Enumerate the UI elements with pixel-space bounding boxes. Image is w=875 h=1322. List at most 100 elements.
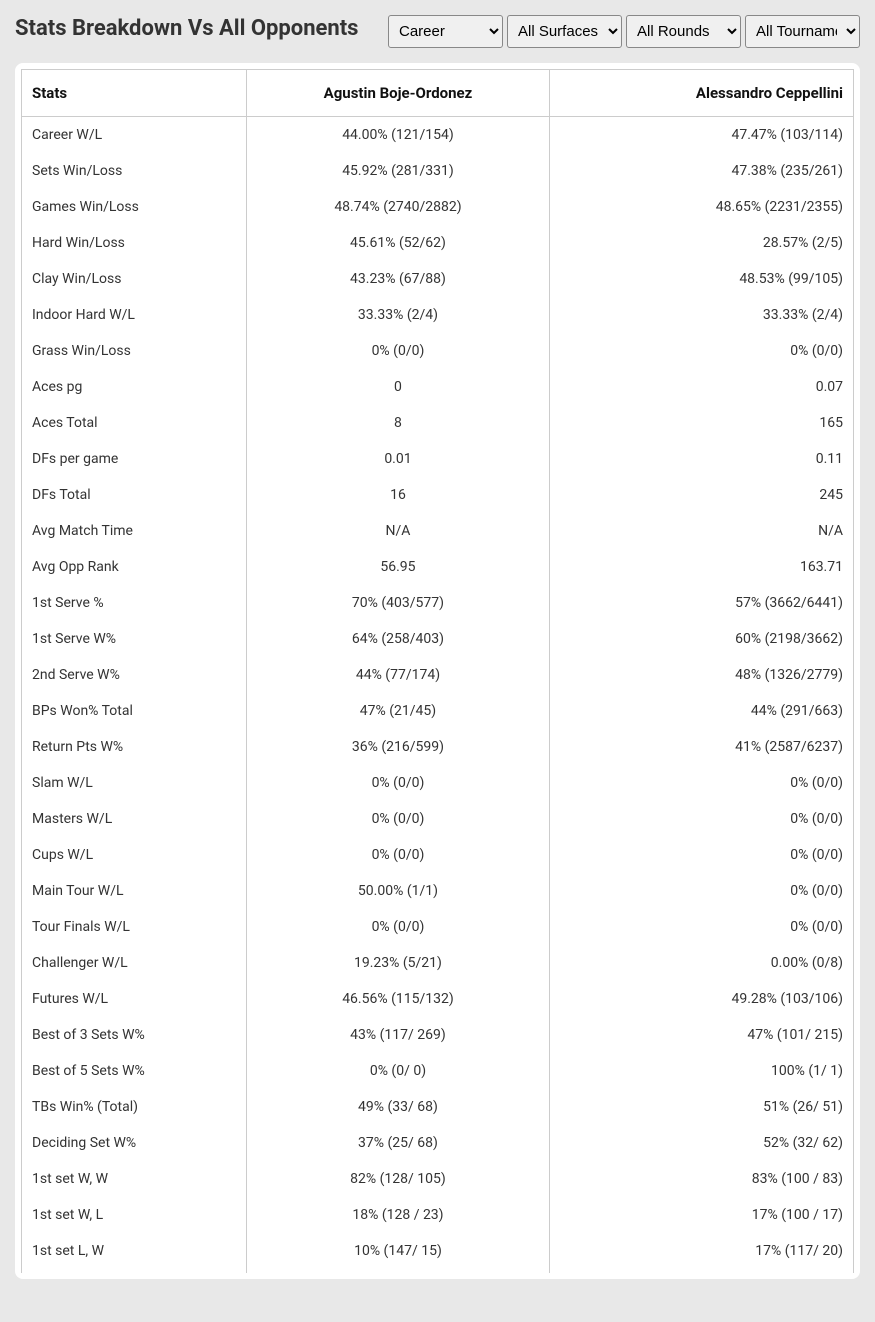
stat-label: TBs Win% (Total) [22,1089,247,1125]
stat-player1-value: 48.74% (2740/2882) [246,189,550,225]
stat-label: Avg Opp Rank [22,549,247,585]
stat-label: Aces Total [22,405,247,441]
stat-player1-value: 45.92% (281/331) [246,153,550,189]
filter-career-select[interactable]: Career [388,15,503,48]
table-row: Masters W/L0% (0/0)0% (0/0) [22,801,854,837]
stat-player1-value: 82% (128/ 105) [246,1161,550,1197]
stat-player1-value: 0% (0/0) [246,765,550,801]
stat-label: Return Pts W% [22,729,247,765]
stat-player2-value: 0.07 [550,369,854,405]
stat-label: Aces pg [22,369,247,405]
stat-label: 2nd Serve W% [22,657,247,693]
stat-player2-value: 57% (3662/6441) [550,585,854,621]
stat-player2-value: 245 [550,477,854,513]
stat-player1-value: 33.33% (2/4) [246,297,550,333]
stats-tbody: Career W/L44.00% (121/154)47.47% (103/11… [22,117,854,1274]
stat-player2-value: 0% (0/0) [550,765,854,801]
stat-player1-value: 43.23% (67/88) [246,261,550,297]
table-row: TBs Win% (Total)49% (33/ 68)51% (26/ 51) [22,1089,854,1125]
stat-label: Futures W/L [22,981,247,1017]
table-row: DFs per game0.010.11 [22,441,854,477]
stat-label: DFs per game [22,441,247,477]
stat-player2-value: 28.57% (2/5) [550,225,854,261]
table-row: Aces Total8165 [22,405,854,441]
table-row: Tour Finals W/L0% (0/0)0% (0/0) [22,909,854,945]
table-row: Best of 5 Sets W%0% (0/ 0)100% (1/ 1) [22,1053,854,1089]
filter-surface-select[interactable]: All Surfaces [507,15,622,48]
header-stats: Stats [22,70,247,117]
stat-player2-value: 41% (2587/6237) [550,729,854,765]
stat-player1-value: 44.00% (121/154) [246,117,550,154]
stat-label: Deciding Set W% [22,1125,247,1161]
stat-player2-value: 83% (100 / 83) [550,1161,854,1197]
stat-label: Masters W/L [22,801,247,837]
stat-player1-value: 46.56% (115/132) [246,981,550,1017]
stat-label: Cups W/L [22,837,247,873]
stat-label: Grass Win/Loss [22,333,247,369]
stat-label: Tour Finals W/L [22,909,247,945]
stat-label: Slam W/L [22,765,247,801]
filter-tournament-select[interactable]: All Tournaments [745,15,860,48]
filter-rounds-select[interactable]: All Rounds [626,15,741,48]
stat-player1-value: 19.23% (5/21) [246,945,550,981]
stat-player1-value: 56.95 [246,549,550,585]
table-row: BPs Won% Total47% (21/45)44% (291/663) [22,693,854,729]
table-row: Main Tour W/L50.00% (1/1)0% (0/0) [22,873,854,909]
stat-player2-value: 60% (2198/3662) [550,621,854,657]
stat-label: Sets Win/Loss [22,153,247,189]
stat-player1-value: 49% (33/ 68) [246,1089,550,1125]
stat-player2-value: 0% (0/0) [550,909,854,945]
stat-player1-value: 43% (117/ 269) [246,1017,550,1053]
table-header-row: Stats Agustin Boje-Ordonez Alessandro Ce… [22,70,854,117]
page-title: Stats Breakdown Vs All Opponents [15,15,358,43]
table-row: Games Win/Loss48.74% (2740/2882)48.65% (… [22,189,854,225]
stat-player1-value: 8 [246,405,550,441]
table-row: Challenger W/L19.23% (5/21)0.00% (0/8) [22,945,854,981]
stat-label: Hard Win/Loss [22,225,247,261]
stat-player2-value: 0.00% (0/8) [550,945,854,981]
table-row: 1st set W, L18% (128 / 23)17% (100 / 17) [22,1197,854,1233]
stat-player1-value: N/A [246,513,550,549]
stat-player1-value: 37% (25/ 68) [246,1125,550,1161]
stat-player1-value: 0% (0/0) [246,837,550,873]
stat-label: Games Win/Loss [22,189,247,225]
stat-player1-value: 0.01 [246,441,550,477]
stat-player2-value: 48.53% (99/105) [550,261,854,297]
table-row: DFs Total16245 [22,477,854,513]
stat-player1-value: 16 [246,477,550,513]
stat-player2-value: 49.28% (103/106) [550,981,854,1017]
table-row: 1st Serve W%64% (258/403)60% (2198/3662) [22,621,854,657]
stat-label: Indoor Hard W/L [22,297,247,333]
table-row: Cups W/L0% (0/0)0% (0/0) [22,837,854,873]
table-row: Avg Opp Rank56.95163.71 [22,549,854,585]
stat-player1-value: 0% (0/0) [246,333,550,369]
stat-label: 1st set W, W [22,1161,247,1197]
stat-label: Challenger W/L [22,945,247,981]
stat-label: Best of 3 Sets W% [22,1017,247,1053]
table-row: Hard Win/Loss45.61% (52/62)28.57% (2/5) [22,225,854,261]
stat-player2-value: 47% (101/ 215) [550,1017,854,1053]
stat-label: 1st set W, L [22,1197,247,1233]
stat-player2-value: 163.71 [550,549,854,585]
table-row: Aces pg00.07 [22,369,854,405]
stats-table: Stats Agustin Boje-Ordonez Alessandro Ce… [21,69,854,1273]
stat-player1-value: 45.61% (52/62) [246,225,550,261]
page-header: Stats Breakdown Vs All Opponents Career … [15,15,860,48]
stat-player2-value: 0% (0/0) [550,873,854,909]
stat-player1-value: 0 [246,369,550,405]
table-row: Indoor Hard W/L33.33% (2/4)33.33% (2/4) [22,297,854,333]
table-row: Avg Match TimeN/AN/A [22,513,854,549]
stat-player2-value: 44% (291/663) [550,693,854,729]
stat-player2-value: 47.38% (235/261) [550,153,854,189]
stat-player2-value: 17% (100 / 17) [550,1197,854,1233]
table-row: 1st Serve %70% (403/577)57% (3662/6441) [22,585,854,621]
stat-player1-value: 44% (77/174) [246,657,550,693]
stat-player2-value: 0% (0/0) [550,801,854,837]
stat-player2-value: 100% (1/ 1) [550,1053,854,1089]
stat-player2-value: 165 [550,405,854,441]
table-row: Slam W/L0% (0/0)0% (0/0) [22,765,854,801]
table-row: Sets Win/Loss45.92% (281/331)47.38% (235… [22,153,854,189]
stat-label: DFs Total [22,477,247,513]
stat-player1-value: 0% (0/0) [246,909,550,945]
header-player1: Agustin Boje-Ordonez [246,70,550,117]
